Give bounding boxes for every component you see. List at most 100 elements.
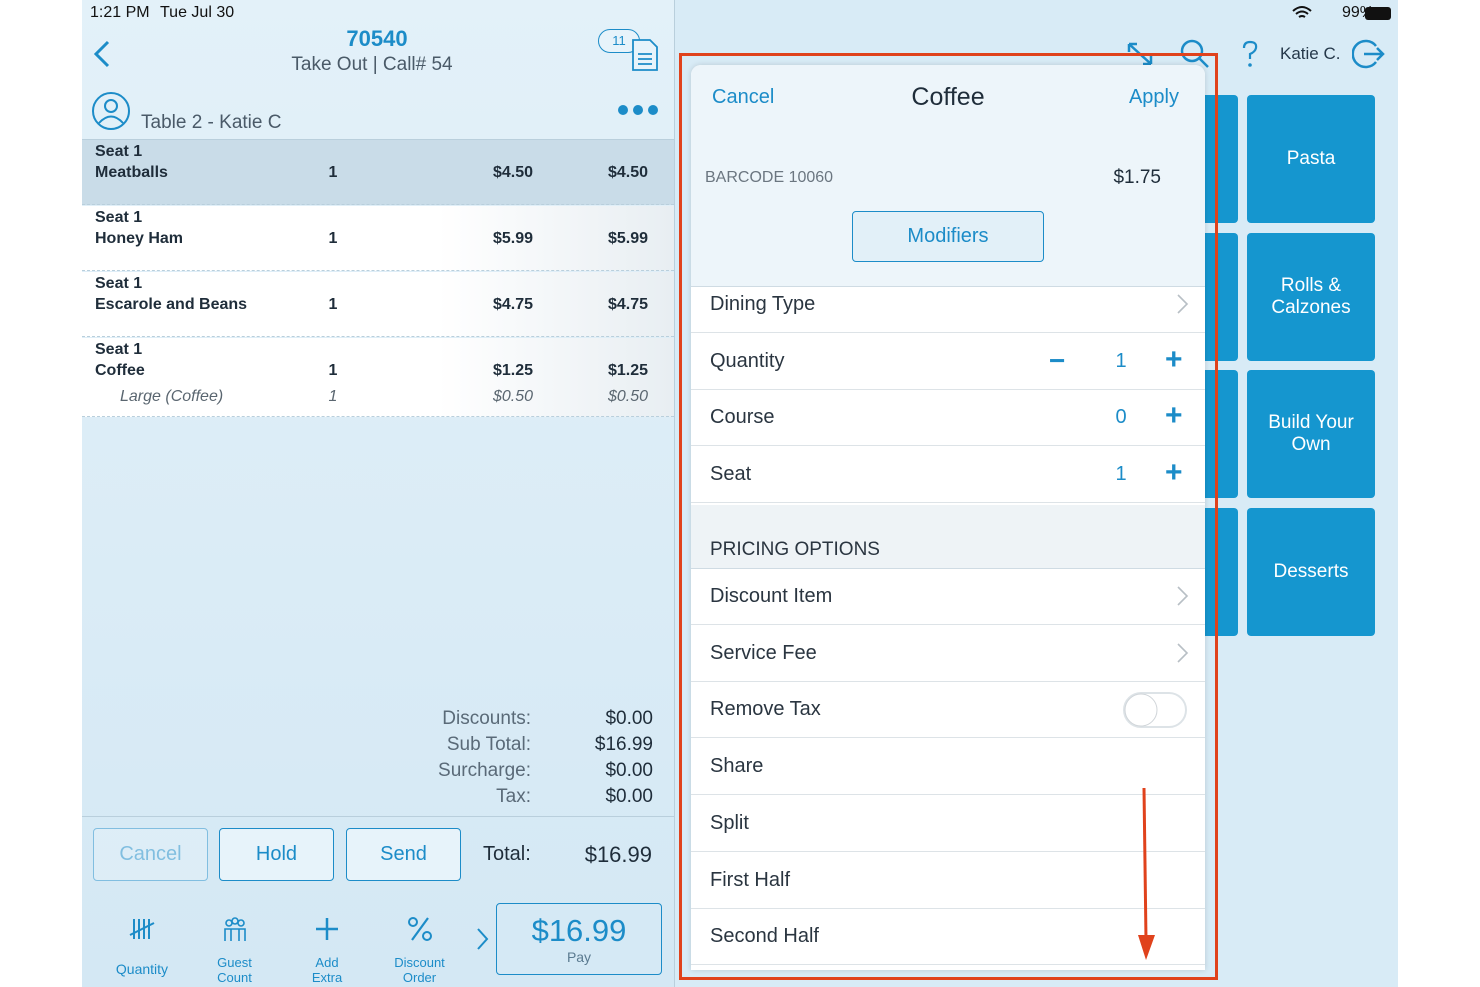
total-line-label: Discounts: [442,708,531,729]
chevron[interactable] [1175,641,1191,665]
item-list: Seat 1 Meatballs 1 $4.50 $4.50 Seat 1 Honey Ha… [82,139,674,420]
stepper-value: 1 [1115,349,1127,372]
item-seat: Seat 1 [95,341,143,358]
modifier-qty: 1 [328,388,338,405]
category-tile[interactable]: Desserts [1247,508,1375,637]
item-qty: 1 [328,230,338,247]
option-label: Service Fee [710,641,817,664]
toolbar-next[interactable] [475,926,491,952]
item-price: $5.99 [492,230,533,247]
item-price: $1.25 [492,362,533,379]
status-icons [1292,6,1391,20]
option-row[interactable]: Remove Tax [691,681,1205,739]
option-row: First Half [691,852,1205,909]
total-line-value: $0.00 [605,708,653,729]
chevron[interactable] [1175,584,1191,608]
item-name: Coffee [95,362,145,379]
expand-icon[interactable] [1125,40,1155,68]
option-row[interactable]: Course 0 + [691,389,1205,447]
user-name: Katie C. [1280,44,1341,63]
option-row[interactable]: Discount Item [691,568,1205,625]
modifiers-button[interactable]: Modifiers [852,211,1044,262]
item-qty: 1 [328,362,338,379]
option-label: Seat [710,463,752,486]
option-row[interactable]: Quantity − 1 + [691,333,1205,390]
popup-apply[interactable]: Apply [1128,86,1179,108]
stepper-plus[interactable]: + [1165,342,1183,376]
hold-button[interactable]: Hold [219,828,334,881]
item-price: $4.75 [492,296,533,313]
modifier-name: Large (Coffee) [120,388,224,405]
stepper-minus[interactable]: − [1049,344,1066,376]
option-label: Second Half [710,925,819,948]
toolbar-label[interactable]: Guest Count [217,955,252,985]
order-panel: 1:21 PM Tue Jul 30 70540 Take Out | Call… [82,0,674,987]
option-label: Dining Type [710,293,816,315]
option-row: Split [691,795,1205,852]
order-item[interactable]: Seat 1 Honey Ham 1 $5.99 $5.99 [82,206,674,271]
order-item[interactable]: Seat 1 Escarole and Beans 1 $4.75 $4.75 [82,272,674,337]
toolbar-label[interactable]: Add Extra Item [311,955,343,987]
item-total: $5.99 [607,230,648,247]
option-label: Discount Item [710,585,833,607]
toolbar-icon[interactable] [313,915,341,943]
item-qty: 1 [328,296,338,313]
option-row[interactable]: Dining Type [691,276,1205,333]
item-name: Honey Ham [95,230,184,247]
total-line-value: $16.99 [594,734,653,755]
pos-app: 1:21 PM Tue Jul 30 70540 Take Out | Call… [82,0,1398,987]
item-seat: Seat 1 [95,275,143,292]
back-button[interactable] [90,38,114,70]
item-name: Meatballs [95,164,168,181]
cancel-button[interactable]: Cancel [93,828,208,881]
totals: Discounts: $0.00 Sub Total: $16.99 Surcharge… [82,708,674,818]
barcode: BARCODE 10060 [705,169,834,186]
send-button[interactable]: Send [346,828,461,881]
option-row[interactable]: Seat 1 + [691,446,1205,504]
option-row[interactable]: Service Fee [691,625,1205,682]
toolbar-label[interactable]: Discount Order [394,955,445,985]
pay-button[interactable]: $16.99 Pay [496,903,662,975]
item-name: Escarole and Beans [95,296,248,313]
order-item[interactable]: Seat 1 Coffee 1 $1.25 $1.25 Large (Coffee) 1 $0… [82,338,674,417]
toolbar-icon[interactable] [221,915,249,943]
total-line-value: $0.00 [605,786,653,807]
total-label: Total: [483,843,531,865]
order-subtitle: Take Out | Call# 54 [291,54,453,75]
stepper-value: 1 [1115,463,1127,486]
toolbar-icon[interactable] [406,915,434,943]
category-tile[interactable]: Pasta [1247,95,1375,223]
chevron[interactable] [1175,292,1191,316]
item-qty: 1 [328,164,338,181]
section-title: PRICING OPTIONS [710,539,880,560]
order-number: 70540 [346,26,408,51]
stepper-value: 0 [1115,406,1127,429]
toolbar-icon[interactable] [128,915,156,943]
option-row: Share [691,738,1205,796]
option-label: Share [710,755,764,778]
order-item[interactable]: Seat 1 Meatballs 1 $4.50 $4.50 [82,140,674,205]
category-tile[interactable]: Build Your Own [1247,370,1375,499]
logout-icon[interactable] [1352,38,1386,70]
more-button[interactable] [616,102,660,118]
help-icon[interactable] [1240,40,1260,68]
toggle[interactable] [1122,691,1188,729]
total-line-label: Surcharge: [438,760,531,781]
pay-amount: $16.99 [531,913,627,948]
stepper-plus[interactable]: + [1165,456,1183,490]
popup-cancel[interactable]: Cancel [712,86,775,108]
item-seat: Seat 1 [95,143,143,160]
total-value: $16.99 [584,842,652,867]
item-total: $1.25 [607,362,648,379]
stepper-plus[interactable]: + [1165,399,1183,433]
item-price: $1.75 [1113,167,1161,188]
guest-icon [92,92,130,130]
status-date: Tue Jul 30 [160,4,235,21]
notes-icon[interactable] [630,38,660,72]
toolbar: Quantity Guest Count Add Extra Item Discoun… [82,905,482,987]
category-tile[interactable]: Rolls & Calzones [1247,232,1375,361]
divider [674,0,675,987]
toolbar-label[interactable]: Quantity [115,961,169,977]
total-line-label: Tax: [496,786,531,807]
